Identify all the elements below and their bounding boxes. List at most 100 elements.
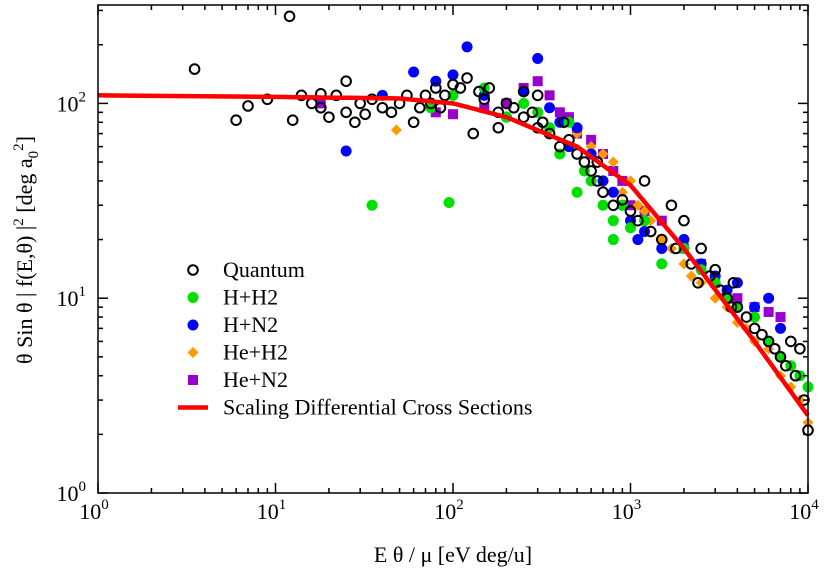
data-point [632, 234, 644, 246]
data-point [578, 156, 591, 168]
data-point [230, 114, 242, 126]
data-point [461, 41, 473, 53]
y-tick-label: 101 [57, 284, 87, 311]
data-point [775, 351, 787, 363]
legend-item: Quantum [187, 257, 305, 282]
data-point [531, 89, 544, 102]
data-point [774, 351, 787, 363]
y-axis-title-sub: 0 [26, 151, 42, 159]
legend-item: He+N2 [188, 367, 288, 392]
data-point [638, 175, 651, 187]
x-tick-label: 102 [434, 497, 464, 524]
legend-label: He+H2 [223, 340, 288, 365]
data-point [483, 82, 496, 94]
data-point [597, 148, 609, 160]
legend-label: H+N2 [223, 312, 278, 337]
data-point [756, 328, 768, 341]
data-point [768, 342, 781, 355]
data-point [532, 76, 543, 87]
data-point [591, 175, 604, 187]
data-point [536, 116, 549, 129]
data-point [571, 186, 583, 198]
data-point [789, 369, 802, 382]
data-point [644, 225, 657, 238]
data-point [749, 301, 761, 313]
data-point [305, 97, 318, 110]
x-axis-title: E θ / μ [eV deg/u] [374, 542, 532, 567]
legend-marker [187, 264, 199, 276]
data-point [283, 10, 296, 23]
y-tick-label: 102 [57, 89, 87, 116]
data-point [448, 109, 458, 120]
data-point [479, 102, 490, 113]
data-point [695, 242, 707, 255]
data-point [261, 93, 274, 106]
y-tick-label: 100 [57, 479, 87, 506]
y-axis-title-sup: 2 [11, 218, 27, 226]
data-point [763, 292, 775, 304]
legend-label: Quantum [223, 257, 305, 282]
data-point [366, 199, 378, 211]
data-point [532, 53, 544, 65]
legend-label: Scaling Differential Cross Sections [223, 395, 532, 420]
data-point [517, 85, 530, 98]
data-point [780, 359, 792, 372]
series-h-h2 [366, 82, 814, 393]
data-point [740, 311, 753, 323]
data-point [616, 193, 629, 206]
series-he-h2 [390, 124, 814, 429]
data-point [763, 306, 774, 317]
data-point [692, 276, 704, 289]
data-point [607, 156, 619, 168]
data-point [340, 145, 352, 157]
data-point [413, 101, 426, 114]
data-point [554, 107, 565, 118]
data-point [544, 102, 556, 114]
x-tick-label: 104 [789, 497, 819, 524]
data-point [656, 242, 668, 254]
data-point [407, 116, 420, 129]
data-point [731, 301, 744, 313]
data-point [607, 215, 619, 227]
data-point [390, 124, 402, 136]
data-point [359, 108, 371, 121]
data-point [784, 335, 797, 348]
data-point [544, 90, 555, 101]
data-point [501, 98, 512, 109]
data-point [518, 97, 530, 109]
plot-marks [97, 10, 814, 437]
data-point [408, 66, 420, 78]
data-point [242, 100, 254, 112]
data-point [478, 93, 491, 106]
data-point [709, 263, 721, 276]
legend-label: He+N2 [223, 367, 288, 392]
series-h-n2 [340, 41, 787, 334]
data-point [655, 233, 668, 246]
data-point [518, 86, 530, 98]
data-point [443, 196, 455, 208]
data-point [492, 121, 505, 134]
data-point [554, 116, 566, 128]
legend-item: He+H2 [187, 340, 288, 365]
y-axis-ticks [98, 9, 808, 494]
x-tick-label: 100 [79, 497, 109, 524]
data-point [625, 222, 636, 234]
data-point [340, 106, 352, 119]
data-point [625, 200, 636, 211]
data-point [349, 116, 361, 129]
y-axis-title-main: θ Sin θ | f(E,θ) | [12, 226, 37, 364]
data-point [665, 199, 678, 212]
data-point [429, 82, 442, 94]
data-point [656, 234, 668, 246]
data-point [571, 122, 583, 134]
data-point [678, 214, 690, 227]
series-scaling-differential-cross-sections [97, 93, 810, 417]
data-point [430, 107, 441, 118]
data-point [385, 106, 398, 119]
legend-marker [188, 375, 198, 385]
y-axis-title-sup2: 2 [11, 143, 27, 151]
x-tick-label: 101 [257, 497, 287, 524]
data-point [762, 335, 775, 348]
legend-item: Scaling Differential Cross Sections [178, 395, 532, 420]
